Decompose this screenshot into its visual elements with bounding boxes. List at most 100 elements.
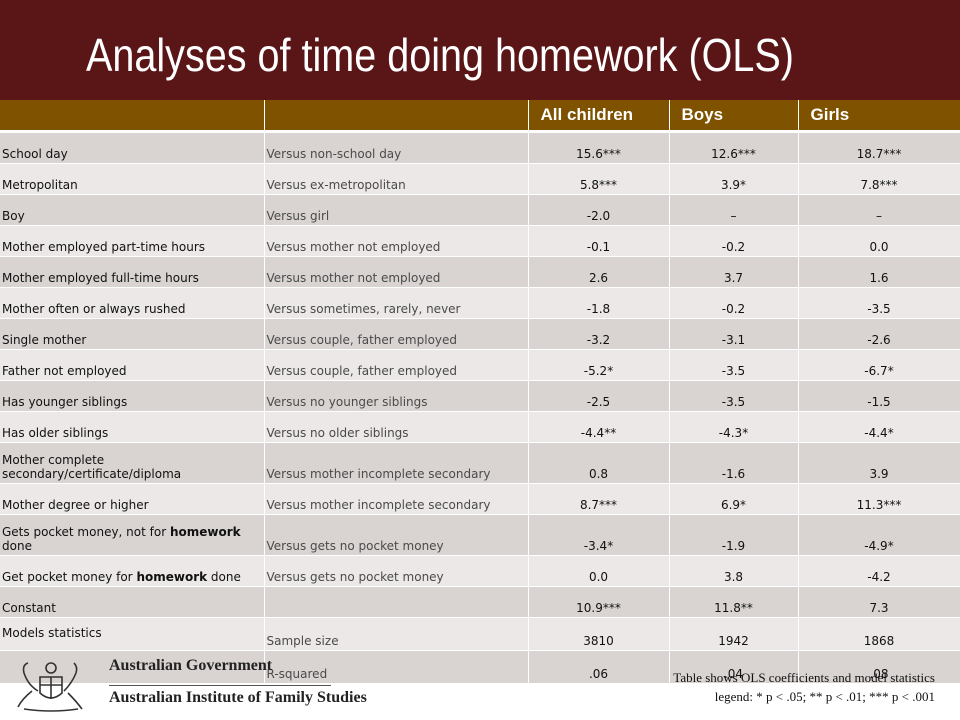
row-variable: Mother employed full-time hours [0,256,265,288]
row-comparison: Versus couple, father employed [264,349,529,381]
table-note: Table shows OLS coefficients and model s… [673,668,935,706]
row-all-value: 2.6 [528,256,670,288]
row-variable-emphasis: homework [169,525,241,539]
row-all-value: 0.0 [528,555,670,587]
logo-divider [109,685,331,686]
row-comparison: Versus mother not employed [264,256,529,288]
row-girls-value: 1.6 [798,256,960,288]
row-variable: Constant [0,586,265,618]
row-girls-value: -6.7* [798,349,960,381]
row-all-value: .06 [528,650,670,684]
row-comparison: Versus mother incomplete secondary [264,442,529,484]
header-all-children: All children [528,100,670,133]
row-variable-text: Gets pocket money, not for [2,525,170,539]
row-girls-value: 3.9 [798,442,960,484]
row-boys-value: 3.9* [669,163,799,195]
row-girls-value: -4.9* [798,514,960,556]
row-boys-value: -3.5 [669,380,799,412]
row-variable: Get pocket money for homework done [0,555,265,587]
table-row: Mother employed part-time hours Versus m… [0,225,960,257]
row-variable: Metropolitan [0,163,265,195]
row-all-value: 8.7*** [528,483,670,515]
row-boys-value: -4.3* [669,411,799,443]
row-comparison [264,586,529,618]
row-variable: Single mother [0,318,265,350]
row-boys-value: -1.9 [669,514,799,556]
row-boys-value: -3.1 [669,318,799,350]
row-variable: School day [0,131,265,164]
row-girls-value: 18.7*** [798,131,960,164]
row-comparison: Versus non-school day [264,131,529,164]
row-girls-value: 11.3*** [798,483,960,515]
row-variable: Mother complete secondary/certificate/di… [0,442,265,484]
row-comparison: Versus ex-metropolitan [264,163,529,195]
row-boys-value: – [669,194,799,226]
table-row: Models statistics Sample size 3810 1942 … [0,617,960,651]
header-girls: Girls [798,100,960,133]
table-row: Metropolitan Versus ex-metropolitan 5.8*… [0,163,960,195]
row-comparison: Versus mother incomplete secondary [264,483,529,515]
row-girls-value: -2.6 [798,318,960,350]
slide-title: Analyses of time doing homework (OLS) [86,29,794,81]
row-comparison: Versus couple, father employed [264,318,529,350]
row-comparison: Versus mother not employed [264,225,529,257]
row-variable: Gets pocket money, not for homework done [0,514,265,556]
row-variable-text-end: done [2,539,32,553]
row-girls-value: 7.3 [798,586,960,618]
table-row: Single mother Versus couple, father empl… [0,318,960,350]
government-logo: Australian Government Australian Institu… [12,655,367,715]
row-all-value: -0.1 [528,225,670,257]
row-variable-emphasis: homework [136,570,208,584]
title-banner [0,0,960,103]
row-boys-value: .04 [669,650,799,684]
row-all-value: -3.2 [528,318,670,350]
row-boys-value: -0.2 [669,287,799,319]
row-boys-value: 12.6*** [669,131,799,164]
row-girls-value: 7.8*** [798,163,960,195]
table-row: Has older siblings Versus no older sibli… [0,411,960,443]
row-boys-value: 3.8 [669,555,799,587]
row-girls-value: 1868 [798,617,960,651]
table-row: Mother employed full-time hours Versus m… [0,256,960,288]
row-variable: Mother often or always rushed [0,287,265,319]
note-description: Table shows OLS coefficients and model s… [673,670,935,685]
header-comparison [264,100,529,133]
row-girls-value: -3.5 [798,287,960,319]
header-variable [0,100,265,133]
row-all-value: -5.2* [528,349,670,381]
table-row: R-squared .06 .04 .08 [0,650,960,684]
row-variable: Has older siblings [0,411,265,443]
row-all-value: -4.4** [528,411,670,443]
row-variable: Boy [0,194,265,226]
table-row: Has younger siblings Versus no younger s… [0,380,960,412]
row-comparison: Versus sometimes, rarely, never [264,287,529,319]
table-row: Father not employed Versus couple, fathe… [0,349,960,381]
row-comparison: Sample size [264,617,529,651]
table-row: Constant 10.9*** 11.8** 7.3 [0,586,960,618]
row-girls-value: -4.2 [798,555,960,587]
header-boys: Boys [669,100,799,133]
row-all-value: -2.0 [528,194,670,226]
table-row: School day Versus non-school day 15.6***… [0,131,960,164]
row-girls-value: 0.0 [798,225,960,257]
row-all-value: -2.5 [528,380,670,412]
row-all-value: 5.8*** [528,163,670,195]
table-header-row: All children Boys Girls [0,100,960,133]
row-variable: Has younger siblings [0,380,265,412]
coat-of-arms-icon [17,662,83,712]
row-boys-value: -0.2 [669,225,799,257]
results-table: All children Boys Girls School day Versu… [0,100,960,684]
row-comparison: Versus girl [264,194,529,226]
row-girls-value: -1.5 [798,380,960,412]
table-row: Mother complete secondary/certificate/di… [0,442,960,484]
table-row: Gets pocket money, not for homework done… [0,514,960,556]
row-variable: Mother employed part-time hours [0,225,265,257]
row-all-value: 3810 [528,617,670,651]
table-row: Mother degree or higher Versus mother in… [0,483,960,515]
table-row: Mother often or always rushed Versus som… [0,287,960,319]
institute-name: Australian Institute of Family Studies [109,689,367,706]
row-boys-value: 1942 [669,617,799,651]
table-row: Get pocket money for homework done Versu… [0,555,960,587]
row-comparison: Versus gets no pocket money [264,555,529,587]
row-girls-value: – [798,194,960,226]
